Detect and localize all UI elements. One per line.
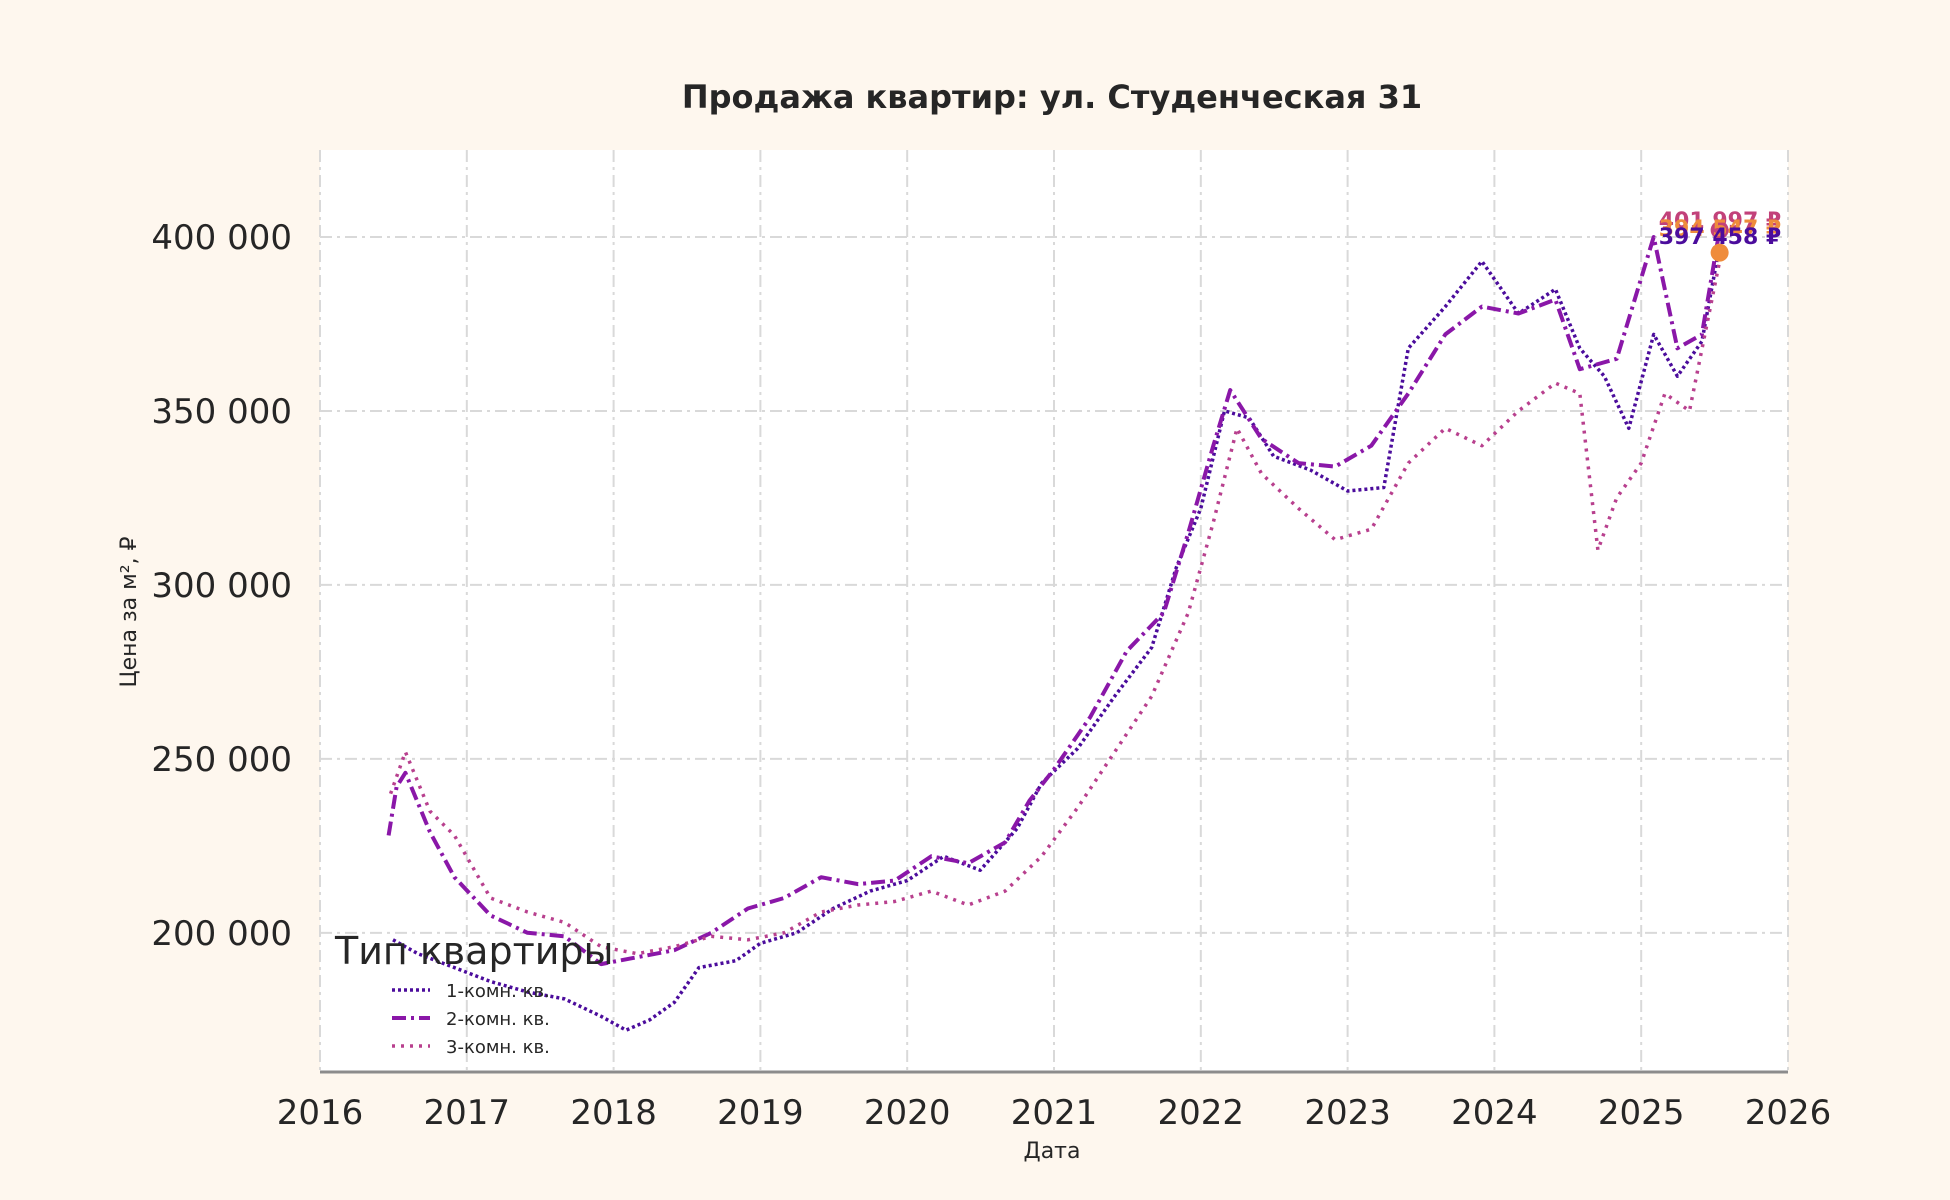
x-tick-label: 2026	[1745, 1093, 1832, 1133]
end-marker-2	[1710, 243, 1729, 262]
y-tick-labels: 200 000 250 000 300 000 350 000 400 000	[151, 218, 292, 954]
series-lines	[386, 229, 1722, 1032]
x-tick-label: 2020	[864, 1093, 951, 1133]
x-tick-label: 2016	[277, 1093, 364, 1133]
y-tick-label: 400 000	[151, 218, 292, 258]
x-axis-label: Дата	[1024, 1139, 1081, 1164]
series-line-3	[388, 260, 1722, 956]
series-line-2	[386, 229, 1722, 967]
end-marker-1	[1710, 221, 1729, 240]
x-tick-labels: 2016 2017 2018 2019 2020 2021 2022 2023 2024 2025…	[277, 1093, 1832, 1133]
legend-label: 1-комн. кв.	[446, 981, 550, 1002]
chart-title: Продажа квартир: ул. Студенческая 31	[682, 78, 1422, 116]
grid	[319, 150, 1789, 1072]
y-tick-label: 350 000	[151, 392, 292, 432]
legend: Тип квартиры 1-комн. кв. 2-комн. кв. 3-ком…	[334, 929, 614, 1058]
end-markers	[1710, 221, 1729, 262]
x-tick-label: 2022	[1158, 1093, 1245, 1133]
x-tick-label: 2019	[717, 1093, 804, 1133]
legend-title: Тип квартиры	[334, 929, 614, 973]
value-annotation: 394 547 ₽	[1659, 217, 1781, 242]
x-tick-label: 2025	[1598, 1093, 1685, 1133]
y-axis-label: Цена за м², ₽	[117, 536, 142, 687]
legend-label: 2-комн. кв.	[446, 1009, 550, 1030]
x-tick-label: 2018	[570, 1093, 657, 1133]
value-annotation: 401 997 ₽	[1659, 209, 1781, 234]
y-tick-label: 200 000	[151, 914, 292, 954]
y-tick-label: 300 000	[151, 566, 292, 606]
x-tick-label: 2023	[1304, 1093, 1391, 1133]
legend-label: 3-комн. кв.	[446, 1037, 550, 1058]
y-tick-label: 250 000	[151, 740, 292, 780]
value-annotation: 397 458 ₽	[1659, 225, 1781, 250]
annotations: 401 997 ₽394 547 ₽397 458 ₽	[1659, 209, 1781, 250]
x-tick-label: 2017	[424, 1093, 511, 1133]
x-tick-label: 2021	[1011, 1093, 1098, 1133]
x-tick-label: 2024	[1451, 1093, 1538, 1133]
